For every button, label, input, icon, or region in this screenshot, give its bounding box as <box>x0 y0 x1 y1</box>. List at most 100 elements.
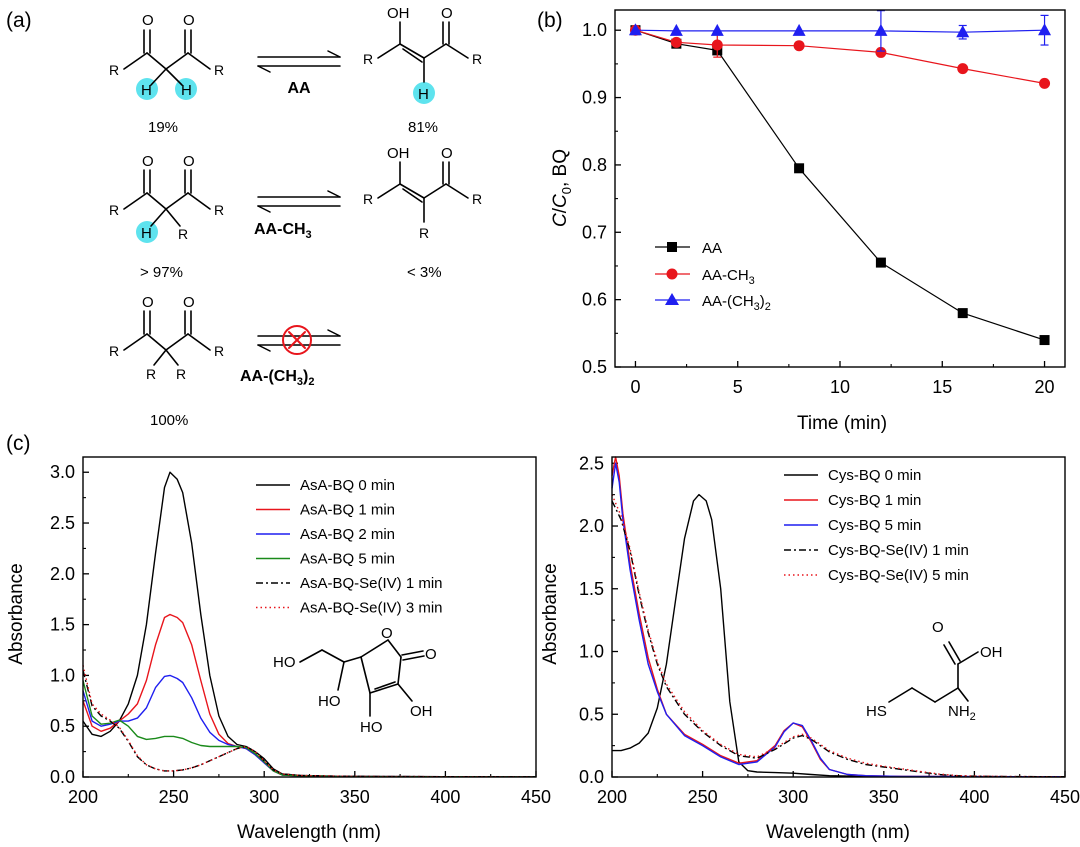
data-point-circle <box>793 40 805 52</box>
y-tick-label: 0.7 <box>582 222 607 242</box>
enol-structure-row1 <box>377 21 469 104</box>
asa-atom-oh-right: OH <box>410 703 433 720</box>
series-line-2 <box>635 29 1045 33</box>
atom-r: R <box>472 191 482 207</box>
y-tick-label: 2.5 <box>579 453 604 473</box>
data-point-circle <box>1039 77 1051 89</box>
data-point-triangle <box>874 23 888 36</box>
chart-c-left-ylabel: Absorbance <box>6 563 27 664</box>
keto-percent-row1: 19% <box>148 119 178 136</box>
y-tick-label: 2.5 <box>50 513 75 533</box>
panel-label-c: (c) <box>6 432 31 455</box>
data-point-square <box>1039 335 1050 346</box>
y-tick-label: 1.0 <box>579 642 604 662</box>
asa-atom-ho-bottom: HO <box>360 719 383 736</box>
atom-r: R <box>146 366 156 382</box>
keto-percent-row3: 100% <box>150 412 188 429</box>
legend-label-2: AsA-BQ 2 min <box>300 526 395 543</box>
asa-atom-o-ring: O <box>381 625 393 642</box>
atom-o: O <box>441 5 453 22</box>
data-point-circle <box>957 63 969 75</box>
chart-c-right-xlabel: Wavelength (nm) <box>766 822 910 843</box>
asa-atom-ho-left: HO <box>318 693 341 710</box>
x-tick-label: 200 <box>68 787 98 807</box>
asa-atom-ho-top: HO <box>273 654 296 671</box>
atom-r: R <box>109 202 119 218</box>
x-tick-label: 350 <box>340 787 370 807</box>
atom-o: O <box>183 12 195 29</box>
keto-structure-row2 <box>123 169 211 243</box>
cys-structure <box>888 641 979 703</box>
data-point-triangle <box>669 23 683 36</box>
x-tick-label: 300 <box>778 787 808 807</box>
series-line-1 <box>635 29 1045 84</box>
legend-marker-square <box>667 242 677 252</box>
x-tick-label: 10 <box>830 377 850 397</box>
atom-r: R <box>472 51 482 67</box>
y-tick-label: 0.8 <box>582 155 607 175</box>
data-point-circle <box>711 39 723 51</box>
x-tick-label: 15 <box>932 377 952 397</box>
legend-label-3: Cys-BQ-Se(IV) 1 min <box>828 542 969 559</box>
chart-b-ylabel: C/C0, BQ <box>550 149 574 227</box>
atom-h: H <box>141 225 152 242</box>
enol-percent-row2: < 3% <box>407 264 442 281</box>
data-point-square <box>875 257 886 268</box>
cys-atom-oh: OH <box>980 644 1003 661</box>
keto-percent-row2: > 97% <box>140 264 183 281</box>
chart-c-left-frame <box>82 456 537 778</box>
x-tick-label: 350 <box>869 787 899 807</box>
y-tick-label: 1.0 <box>582 20 607 40</box>
blocked-reaction-icon <box>282 325 312 355</box>
y-tick-label: 0.5 <box>50 716 75 736</box>
legend-label-5: AsA-BQ-Se(IV) 3 min <box>300 600 443 617</box>
atom-r: R <box>214 343 224 359</box>
series-line-1 <box>82 613 537 778</box>
atom-h: H <box>181 82 192 99</box>
legend-marker-triangle <box>665 293 679 305</box>
y-tick-label: 0.6 <box>582 290 607 310</box>
legend-label-aa-ch3-2: AA-(CH3)2 <box>702 293 771 313</box>
y-tick-label: 0.5 <box>579 704 604 724</box>
series-line-2 <box>611 462 1066 778</box>
legend-label-3: AsA-BQ 5 min <box>300 551 395 568</box>
atom-r: R <box>109 343 119 359</box>
x-tick-label: 450 <box>521 787 551 807</box>
data-point-circle <box>670 36 682 48</box>
legend-label-0: AsA-BQ 0 min <box>300 477 395 494</box>
legend-label-4: Cys-BQ-Se(IV) 5 min <box>828 567 969 584</box>
x-tick-label: 250 <box>159 787 189 807</box>
y-tick-label: 2.0 <box>50 564 75 584</box>
atom-o: O <box>142 294 154 311</box>
series-line-3 <box>611 500 1066 778</box>
atom-oh: OH <box>387 5 410 22</box>
h-highlight-4 <box>136 221 158 243</box>
chart-b-xlabel: Time (min) <box>797 413 887 434</box>
legend-label-2: Cys-BQ 5 min <box>828 517 921 534</box>
chart-b-frame <box>614 9 1066 368</box>
legend-label-1: AsA-BQ 1 min <box>300 502 395 519</box>
data-point-square <box>957 308 968 319</box>
chart-b-kinetics: 0 5 10 15 20 0.5 0.6 0.7 0.8 0.9 1.0 Time (min) C/… <box>550 9 1066 434</box>
asa-structure <box>299 639 425 717</box>
atom-r: R <box>178 226 188 242</box>
atom-r: R <box>363 191 373 207</box>
series-line-4 <box>82 670 537 778</box>
y-tick-label: 1.5 <box>50 615 75 635</box>
y-tick-label: 2.0 <box>579 516 604 536</box>
x-tick-label: 450 <box>1050 787 1080 807</box>
reagent-label-row1: AA <box>287 80 311 97</box>
atom-o: O <box>142 153 154 170</box>
series-line-0 <box>635 29 1045 341</box>
legend-label-aa: AA <box>702 240 722 257</box>
x-tick-label: 0 <box>630 377 640 397</box>
series-line-3 <box>82 680 537 778</box>
atom-o: O <box>183 153 195 170</box>
chart-c-right-ylabel: Absorbance <box>540 563 561 664</box>
atom-r: R <box>214 202 224 218</box>
y-tick-label: 3.0 <box>50 462 75 482</box>
legend-label-1: Cys-BQ 1 min <box>828 492 921 509</box>
equilibrium-arrows-row1 <box>257 50 341 73</box>
data-point-triangle <box>710 23 724 36</box>
